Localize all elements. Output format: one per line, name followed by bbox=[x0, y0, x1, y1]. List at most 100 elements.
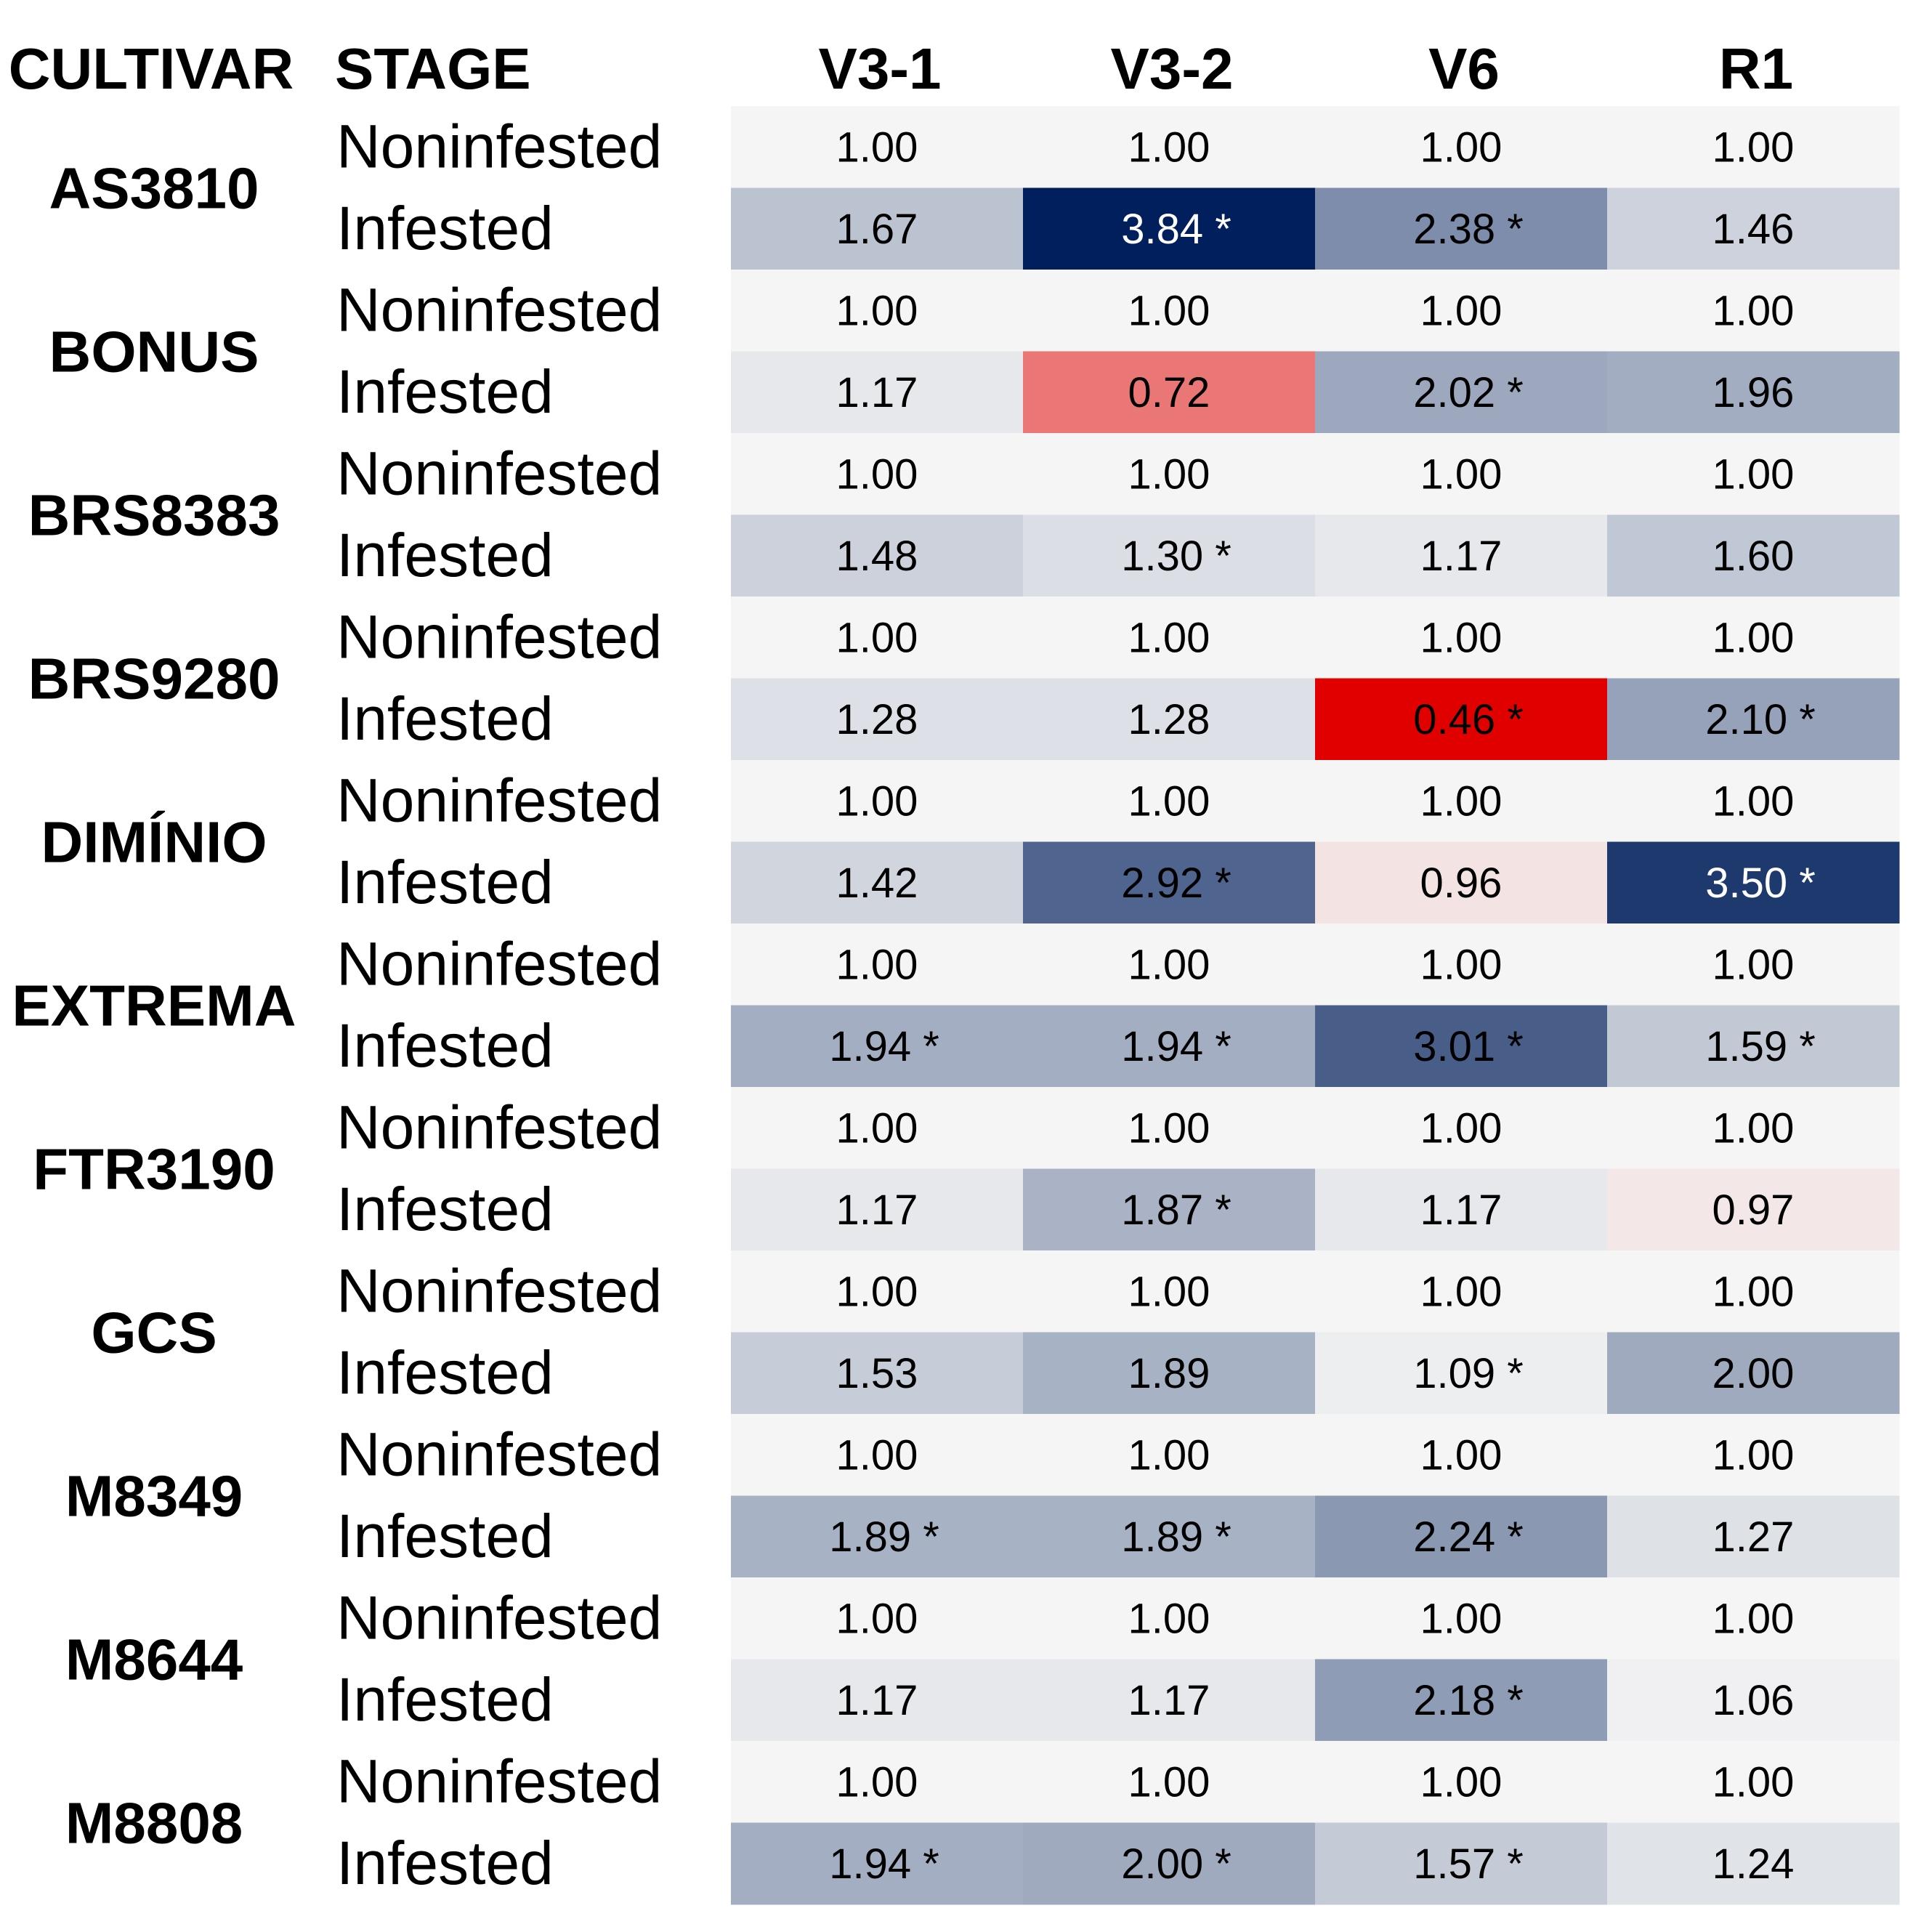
cultivar-label: BONUS bbox=[49, 320, 259, 384]
cell-value: 1.00 bbox=[836, 1104, 918, 1152]
cell-value: 1.00 bbox=[836, 1268, 918, 1315]
cultivar-label: M8349 bbox=[65, 1464, 243, 1529]
cell-value: 1.09 * bbox=[1413, 1350, 1524, 1397]
cell-value: 1.00 bbox=[1420, 450, 1503, 498]
stage-label: Noninfested bbox=[336, 1093, 662, 1161]
heatmap-cell bbox=[1607, 1168, 1900, 1251]
heatmap-cell bbox=[1023, 841, 1316, 924]
cultivar-label: FTR3190 bbox=[33, 1137, 275, 1202]
cell-value: 1.17 bbox=[1128, 1677, 1210, 1724]
cell-value: 1.00 bbox=[1712, 124, 1795, 171]
cell-value: 1.17 bbox=[1420, 533, 1503, 580]
heatmap-cell bbox=[1607, 760, 1900, 842]
column-header: V3-2 bbox=[1111, 36, 1234, 101]
stage-label: Noninfested bbox=[336, 112, 662, 180]
cell-value: 1.00 bbox=[836, 287, 918, 334]
cultivar-label: DIMÍNIO bbox=[41, 810, 267, 875]
stage-label: Infested bbox=[336, 684, 554, 753]
cell-value: 1.00 bbox=[1712, 1595, 1795, 1642]
stage-label: Noninfested bbox=[336, 1747, 662, 1815]
heatmap-cell bbox=[1607, 1822, 1900, 1905]
heatmap-cell bbox=[1607, 351, 1900, 434]
cultivar-label: GCS bbox=[91, 1301, 217, 1365]
cell-value: 1.17 bbox=[836, 1677, 918, 1724]
cell-value: 0.97 bbox=[1712, 1187, 1795, 1234]
cell-value: 1.17 bbox=[836, 1187, 918, 1234]
cell-value: 1.00 bbox=[1712, 777, 1795, 825]
heatmap-cell bbox=[1315, 1741, 1608, 1823]
heatmap-cell bbox=[1607, 1577, 1900, 1660]
cell-value: 1.00 bbox=[836, 1595, 918, 1642]
cell-value: 1.94 * bbox=[829, 1840, 939, 1888]
stage-label: Noninfested bbox=[336, 602, 662, 671]
cell-value: 3.84 * bbox=[1121, 206, 1232, 253]
cell-value: 1.00 bbox=[836, 941, 918, 988]
heatmap-cell bbox=[731, 923, 1024, 1006]
heatmap-cell bbox=[1607, 433, 1900, 515]
cell-value: 1.00 bbox=[1128, 124, 1210, 171]
heatmap-cell bbox=[1607, 1087, 1900, 1169]
heatmap-cell bbox=[1607, 1659, 1900, 1742]
heatmap-cell bbox=[1023, 760, 1316, 842]
stage-label: Noninfested bbox=[336, 275, 662, 344]
heatmap-cell bbox=[1315, 1659, 1608, 1742]
heatmap-cell bbox=[1023, 514, 1316, 597]
heatmap-cell bbox=[1315, 187, 1608, 270]
stage-label: Infested bbox=[336, 521, 554, 589]
heatmap-cell bbox=[731, 678, 1024, 761]
cell-value: 1.89 * bbox=[829, 1513, 939, 1561]
heatmap-cell bbox=[1023, 1414, 1316, 1496]
heatmap-cell bbox=[1315, 678, 1608, 761]
heatmap-cell bbox=[1023, 1741, 1316, 1823]
heatmap-cell bbox=[731, 841, 1024, 924]
heatmap-cell bbox=[1023, 1168, 1316, 1251]
heatmap-cell bbox=[1607, 514, 1900, 597]
cell-value: 1.00 bbox=[1712, 941, 1795, 988]
cell-value: 1.00 bbox=[1420, 1268, 1503, 1315]
heatmap-cell bbox=[731, 106, 1024, 188]
heatmap-cell bbox=[1315, 106, 1608, 188]
heatmap-cell bbox=[731, 1414, 1024, 1496]
heatmap-cell bbox=[1315, 433, 1608, 515]
cell-value: 1.57 * bbox=[1413, 1840, 1524, 1888]
heatmap-cell bbox=[1315, 1495, 1608, 1578]
heatmap-cell bbox=[1023, 1577, 1316, 1660]
cell-value: 1.00 bbox=[836, 1758, 918, 1806]
cell-value: 1.00 bbox=[1128, 1595, 1210, 1642]
heatmap-cell bbox=[1315, 597, 1608, 679]
cell-value: 1.94 * bbox=[1121, 1023, 1232, 1070]
cell-value: 1.00 bbox=[1128, 450, 1210, 498]
cell-value: 1.30 * bbox=[1121, 533, 1232, 580]
cell-value: 1.89 * bbox=[1121, 1513, 1232, 1561]
cell-value: 1.42 bbox=[836, 860, 918, 907]
heatmap-cell bbox=[1607, 187, 1900, 270]
cell-value: 1.59 * bbox=[1705, 1023, 1816, 1070]
cell-value: 1.00 bbox=[1128, 1268, 1210, 1315]
cell-value: 1.00 bbox=[1128, 777, 1210, 825]
heatmap-cell bbox=[731, 597, 1024, 679]
cell-value: 3.50 * bbox=[1705, 860, 1816, 907]
cultivar-label: AS3810 bbox=[49, 156, 259, 221]
cell-value: 1.24 bbox=[1712, 1840, 1795, 1888]
stage-label: Noninfested bbox=[336, 439, 662, 507]
cultivar-header: CULTIVAR bbox=[9, 36, 294, 101]
heatmap-cell bbox=[1315, 1414, 1608, 1496]
stage-label: Infested bbox=[336, 1502, 554, 1570]
heatmap-cell bbox=[1023, 270, 1316, 352]
heatmap-cell bbox=[1023, 1332, 1316, 1415]
heatmap-cell bbox=[1315, 841, 1608, 924]
cell-value: 2.02 * bbox=[1413, 369, 1524, 416]
heatmap-cell bbox=[1315, 1332, 1608, 1415]
cell-value: 1.00 bbox=[836, 777, 918, 825]
cell-value: 1.00 bbox=[1712, 614, 1795, 661]
cell-value: 1.00 bbox=[1420, 1595, 1503, 1642]
stage-label: Infested bbox=[336, 357, 554, 426]
cell-value: 1.00 bbox=[1712, 287, 1795, 334]
heatmap-cell bbox=[1315, 1168, 1608, 1251]
cell-value: 1.00 bbox=[1128, 941, 1210, 988]
cell-value: 2.00 bbox=[1712, 1350, 1795, 1397]
cell-value: 1.00 bbox=[1128, 1104, 1210, 1152]
cell-value: 1.00 bbox=[1712, 1268, 1795, 1315]
heatmap-cell bbox=[1315, 760, 1608, 842]
heatmap-cell bbox=[731, 1741, 1024, 1823]
